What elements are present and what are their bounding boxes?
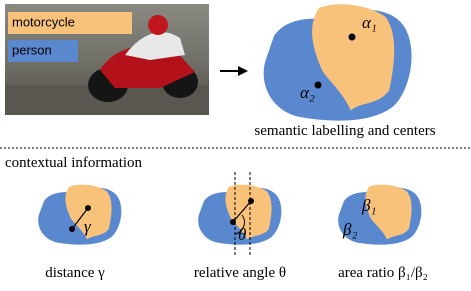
segmentation <box>38 185 121 245</box>
center <box>230 219 236 225</box>
mark-label: β₁ <box>361 196 376 215</box>
arrow <box>220 66 248 76</box>
center-label: α₁ <box>362 13 377 32</box>
caption: area ratio β₁/β₂ <box>338 265 428 281</box>
segmentation <box>264 4 412 120</box>
center <box>315 82 322 89</box>
center-label: α₂ <box>300 83 315 102</box>
center <box>85 205 91 211</box>
caption: relative angle θ <box>194 265 286 281</box>
mark-label: θ <box>238 225 246 244</box>
caption: semantic labelling and centers <box>254 123 435 139</box>
mark-label: β₂ <box>342 220 357 239</box>
image-label: person <box>12 42 52 57</box>
caption: distance γ <box>45 265 105 281</box>
center <box>69 226 75 232</box>
center <box>349 34 356 41</box>
section-title: contextual information <box>5 155 143 171</box>
center <box>248 198 254 204</box>
image-label: motorcycle <box>12 14 75 29</box>
figure: motorcycle person α₁ α₂ semantic labelli… <box>0 0 471 291</box>
